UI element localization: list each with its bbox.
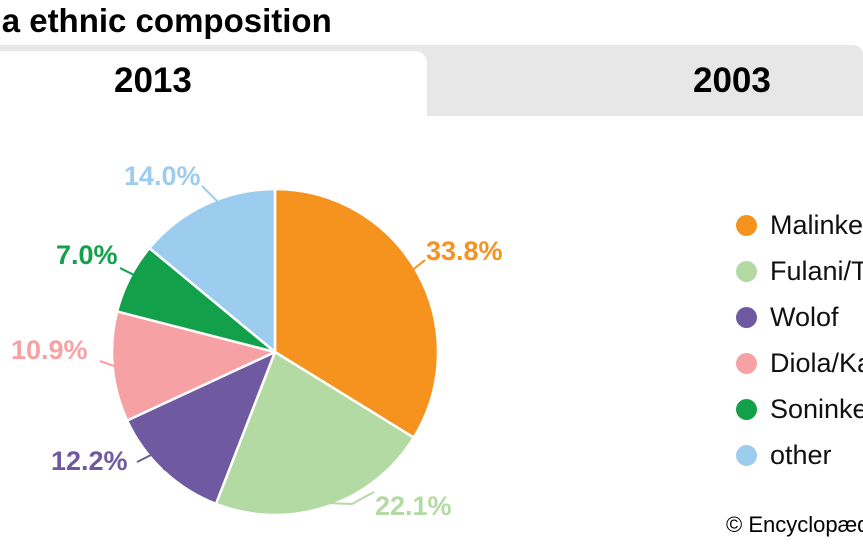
label-leader-lines	[99, 185, 426, 506]
slice-value-label-soninke: 7.0%	[56, 240, 118, 270]
legend-item-wolof: Wolof	[736, 294, 863, 340]
leader-line-diola-karoninka	[99, 360, 115, 367]
slice-value-label-fulani-tukulor: 22.1%	[375, 491, 452, 521]
attribution-text: © Encyclopædia Britannica, Inc.	[726, 512, 863, 537]
pie-slice-other[interactable]	[148, 187, 277, 354]
pie-slice-fulani-tukulor[interactable]	[214, 350, 415, 517]
leader-line-soninke	[119, 267, 141, 279]
pie-slice-diola-karoninka[interactable]	[110, 310, 277, 422]
legend-swatch-icon	[736, 352, 757, 374]
legend-label: Wolof	[770, 301, 839, 332]
legend-item-soninke: Soninke	[736, 386, 863, 432]
tab-2013-label[interactable]: 2013	[114, 61, 192, 100]
leader-line-other	[201, 185, 221, 205]
legend-label: Soninke	[770, 393, 863, 424]
tab-2003-label[interactable]: 2003	[693, 61, 771, 100]
leader-line-wolof	[136, 452, 166, 471]
pie-slice-malinke[interactable]	[273, 187, 440, 439]
legend-swatch-icon	[736, 398, 757, 420]
legend-swatch-icon	[736, 260, 757, 282]
legend-label: Fulani/Tukulor	[770, 255, 863, 286]
leader-line-fulani-tukulor	[326, 491, 375, 506]
legend-label: other	[770, 439, 832, 470]
legend-item-malinke: Malinke	[736, 202, 863, 248]
slice-value-label-diola-karoninka: 10.9%	[11, 335, 88, 365]
chart-title: Gambia ethnic composition	[0, 2, 332, 39]
pie-chart	[110, 187, 440, 517]
legend-item-other: other	[736, 432, 863, 478]
legend-item-diola-karoninka: Diola/Karoninka	[736, 340, 863, 386]
legend-item-fulani-tukulor: Fulani/Tukulor	[736, 248, 863, 294]
leader-line-malinke	[408, 259, 426, 274]
slice-value-label-malinke: 33.8%	[426, 236, 503, 266]
tab-bar: 2013 2003	[0, 45, 863, 126]
slice-value-label-wolof: 12.2%	[51, 446, 128, 476]
legend-swatch-icon	[736, 444, 757, 466]
slice-value-label-other: 14.0%	[124, 161, 201, 191]
legend-swatch-icon	[736, 214, 757, 236]
legend-label: Malinke	[770, 209, 863, 240]
legend-label: Diola/Karoninka	[770, 347, 863, 378]
tab-2013-background	[0, 51, 427, 126]
legend: Malinke Fulani/Tukulor Wolof Diola/Karonink…	[736, 202, 863, 478]
pie-slice-wolof[interactable]	[125, 350, 277, 506]
legend-swatch-icon	[736, 306, 757, 328]
